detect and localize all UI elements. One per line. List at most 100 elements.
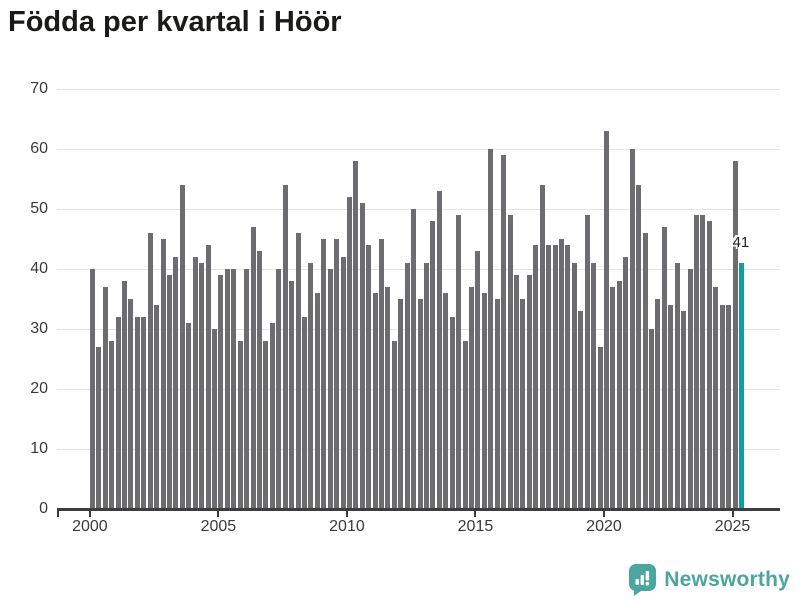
bar	[571, 263, 577, 509]
bar	[488, 149, 494, 509]
bar	[693, 215, 699, 509]
x-axis-tick	[602, 510, 605, 517]
bar	[128, 299, 134, 509]
bar	[179, 185, 185, 509]
bar	[340, 257, 346, 509]
bar	[167, 275, 172, 509]
x-axis-tick-label: 2005	[200, 518, 237, 535]
bar	[552, 245, 558, 509]
y-axis-tick-label: 0	[39, 500, 48, 517]
bar	[732, 161, 738, 509]
bar	[430, 221, 436, 509]
bar	[507, 215, 513, 509]
y-gridline	[57, 88, 780, 90]
bar	[700, 215, 706, 509]
x-axis-tick-label: 2020	[586, 518, 622, 535]
bar	[154, 305, 160, 509]
bar	[398, 299, 404, 509]
bar	[578, 311, 584, 509]
newsworthy-logo[interactable]: Newsworthy	[628, 563, 790, 597]
bar	[642, 233, 648, 509]
bar	[102, 287, 108, 509]
bar	[308, 263, 314, 509]
bar	[282, 185, 288, 509]
bar	[494, 299, 500, 509]
y-axis-tick-label: 60	[30, 140, 48, 157]
bar	[636, 185, 642, 509]
bar	[648, 329, 654, 509]
bar	[449, 317, 455, 509]
bar	[327, 269, 333, 509]
bar	[224, 269, 230, 509]
bar	[565, 245, 571, 509]
bar	[616, 281, 622, 509]
bar	[603, 131, 609, 509]
bar	[514, 275, 520, 509]
bar	[481, 293, 487, 509]
bar	[520, 299, 526, 509]
bar	[539, 185, 545, 509]
bar	[244, 269, 250, 509]
bar	[558, 239, 564, 509]
bar	[186, 323, 192, 509]
bar	[674, 263, 680, 509]
bar	[385, 287, 391, 509]
bar	[366, 245, 372, 509]
bar	[173, 257, 179, 509]
bar	[115, 317, 121, 509]
bar-value-label: 41	[732, 234, 750, 251]
bar	[141, 317, 147, 509]
chart-title: Födda per kvartal i Höör	[8, 6, 342, 38]
bar	[231, 269, 237, 509]
bar	[623, 257, 629, 509]
x-axis-tick	[217, 510, 220, 517]
bar	[379, 239, 385, 509]
bar	[417, 299, 423, 509]
bar	[629, 149, 635, 509]
bar	[404, 263, 410, 509]
bar	[89, 269, 95, 509]
bar	[391, 341, 397, 509]
bar	[96, 347, 102, 509]
bar	[334, 239, 340, 509]
bar	[295, 233, 301, 509]
bar	[237, 341, 243, 509]
bar	[668, 305, 674, 509]
y-gridline	[57, 208, 780, 210]
y-axis-tick-label: 20	[30, 380, 48, 397]
bar	[436, 191, 442, 509]
bar	[250, 227, 256, 509]
bar	[610, 287, 616, 509]
x-axis-tick-label: 2015	[457, 518, 494, 535]
axis-start-tick	[57, 510, 59, 517]
bar	[462, 341, 468, 509]
bar	[211, 329, 217, 509]
y-gridline	[57, 268, 780, 270]
bar	[256, 251, 262, 509]
x-axis-tick	[474, 510, 477, 517]
bar	[109, 341, 115, 509]
x-axis-tick	[345, 510, 348, 517]
bar	[469, 287, 475, 509]
bar	[591, 263, 597, 509]
bar	[597, 347, 603, 509]
bar	[346, 197, 352, 509]
bar	[321, 239, 327, 509]
bar	[681, 311, 687, 509]
x-axis-tick-label: 2000	[72, 518, 108, 535]
bar	[713, 287, 719, 509]
bar	[584, 215, 590, 509]
bar	[411, 209, 417, 509]
bar	[475, 251, 481, 509]
y-axis-tick-label: 30	[30, 320, 48, 337]
bar	[301, 317, 307, 509]
y-axis-tick-label: 50	[30, 200, 48, 217]
bar	[276, 269, 282, 509]
bar	[289, 281, 295, 509]
brand-name: Newsworthy	[664, 568, 790, 591]
bar	[706, 221, 712, 509]
bar	[726, 305, 732, 509]
x-axis-tick-label: 2025	[714, 518, 751, 535]
highlighted-bar	[738, 263, 744, 509]
bar	[359, 203, 365, 509]
